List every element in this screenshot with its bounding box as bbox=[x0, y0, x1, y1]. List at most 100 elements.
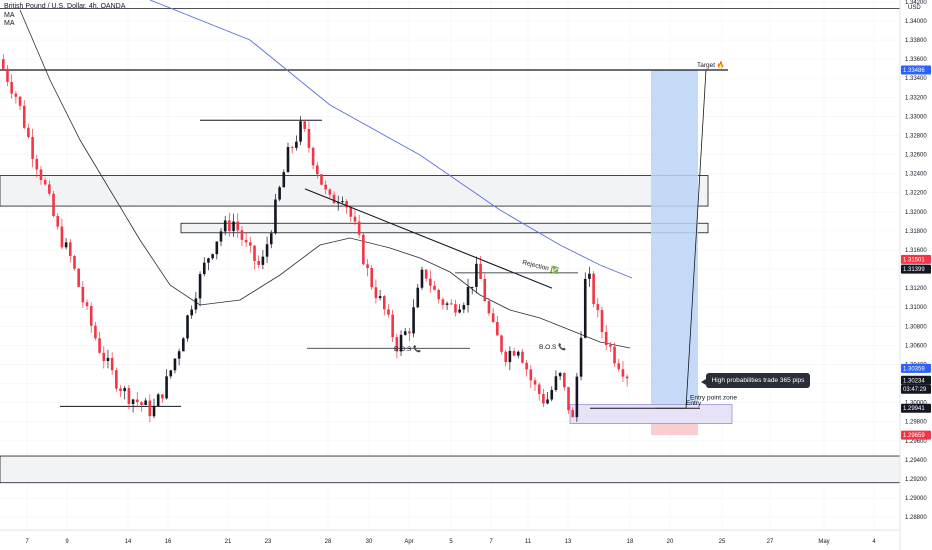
time-axis[interactable]: 7 9 14 16 21 23 28 30 Apr 5 7 11 13 18 20 25 27 May 4 bbox=[0, 529, 900, 545]
price-badge bbox=[901, 363, 931, 373]
candle-body bbox=[433, 285, 436, 290]
candle-body bbox=[475, 263, 478, 287]
candle-body bbox=[56, 215, 60, 227]
candle-body bbox=[135, 399, 139, 403]
candle-body bbox=[353, 216, 357, 222]
candle-body bbox=[596, 304, 600, 311]
candle-body bbox=[571, 410, 574, 418]
time-tick-label: 7 bbox=[489, 539, 493, 545]
candle-body bbox=[332, 194, 336, 204]
candle-body bbox=[550, 389, 554, 400]
time-tick-label: 23 bbox=[265, 539, 272, 545]
time-tick-label: 27 bbox=[767, 539, 774, 545]
price-tick-label: 1.29200 bbox=[905, 477, 927, 483]
candle-body bbox=[462, 305, 466, 310]
price-badge-label: 1.29659 bbox=[903, 433, 925, 439]
candle-body bbox=[470, 286, 474, 288]
candle-body bbox=[27, 127, 30, 137]
candle-body bbox=[261, 256, 265, 265]
candle-body bbox=[81, 286, 85, 303]
time-tick-label: Apr bbox=[404, 539, 413, 545]
price-badge bbox=[901, 264, 931, 274]
candle-body bbox=[123, 388, 127, 392]
candle-body bbox=[144, 400, 147, 405]
price-badge-label: 03:47:29 bbox=[903, 387, 927, 393]
entry-zone-label: Entry point zone bbox=[690, 395, 737, 402]
candle-body bbox=[115, 370, 118, 389]
time-tick-label: 25 bbox=[719, 539, 726, 545]
candle-body bbox=[542, 393, 545, 404]
candle-body bbox=[211, 254, 214, 259]
time-tick-label: 11 bbox=[525, 539, 532, 545]
candle-body bbox=[399, 334, 403, 352]
candle-body bbox=[504, 351, 507, 363]
candle-body bbox=[274, 199, 277, 234]
time-tick-label: May bbox=[818, 539, 829, 545]
entry-label: Entry bbox=[686, 400, 702, 407]
candle-body bbox=[512, 350, 516, 356]
candle-body bbox=[316, 165, 319, 175]
candle-body bbox=[554, 376, 558, 390]
price-axis[interactable]: 1.34200 1.34000 1.33800 1.33600 1.33400 1.332… bbox=[899, 0, 932, 550]
candle-body bbox=[429, 278, 432, 286]
candle-body bbox=[491, 313, 495, 323]
candle-body bbox=[94, 325, 97, 339]
candle-body bbox=[140, 402, 143, 405]
projection-path bbox=[655, 70, 707, 409]
candle-body bbox=[77, 268, 80, 287]
candle-body bbox=[60, 226, 64, 248]
price-tick-label: 1.31600 bbox=[905, 248, 927, 254]
candle-body bbox=[127, 388, 131, 405]
candle-body bbox=[529, 369, 533, 381]
candle-body bbox=[198, 274, 202, 299]
price-tick-label: 1.31800 bbox=[905, 229, 927, 235]
grid bbox=[0, 0, 900, 530]
candle-body bbox=[345, 201, 348, 208]
candle-body bbox=[508, 350, 512, 363]
price-tick-label: 1.34000 bbox=[905, 19, 927, 25]
price-badge bbox=[901, 430, 931, 440]
ma-indicator-2[interactable]: MA bbox=[4, 20, 15, 27]
candle-body bbox=[546, 399, 549, 404]
price-tick-label: 1.30600 bbox=[905, 343, 927, 349]
candle-body bbox=[64, 242, 68, 248]
price-tick-label: 1.31000 bbox=[905, 305, 927, 311]
candle-body bbox=[6, 68, 9, 82]
candle-body bbox=[182, 338, 185, 352]
price-tick-label: 1.33200 bbox=[905, 95, 927, 101]
candle-body bbox=[500, 335, 503, 352]
candle-body bbox=[395, 337, 399, 352]
candle-body bbox=[290, 147, 294, 149]
time-tick-label: 5 bbox=[449, 539, 453, 545]
time-tick-label: 4 bbox=[872, 539, 876, 545]
symbol-title[interactable]: British Pound / U.S. Dollar, 4h, OANDA bbox=[4, 3, 126, 10]
candle-body bbox=[85, 302, 89, 307]
candle-body bbox=[387, 309, 390, 315]
candle-body bbox=[299, 121, 302, 142]
candle-body bbox=[378, 296, 382, 299]
candle-body bbox=[31, 136, 34, 159]
horizontal-lines bbox=[0, 8, 900, 409]
bos-label-2: B.O.S 📞 bbox=[539, 342, 567, 351]
ma-indicator-1[interactable]: MA bbox=[4, 11, 15, 19]
candle-body bbox=[269, 233, 273, 245]
price-tick-label: 1.32400 bbox=[905, 172, 927, 178]
candle-body bbox=[249, 242, 252, 246]
price-tick-label: 1.32600 bbox=[905, 153, 927, 159]
candle-body bbox=[437, 289, 441, 300]
candle-body bbox=[416, 287, 420, 308]
entry-zone bbox=[569, 404, 733, 424]
price-tick-label: 1.28800 bbox=[905, 515, 927, 521]
candle-body bbox=[341, 201, 344, 203]
candle-body bbox=[265, 244, 269, 257]
candle-body bbox=[2, 59, 5, 69]
candle-body bbox=[152, 406, 156, 417]
zones bbox=[0, 70, 901, 484]
candle-body bbox=[119, 388, 122, 392]
candle-body bbox=[374, 287, 378, 299]
candle-body bbox=[558, 372, 562, 377]
candle-body bbox=[349, 207, 353, 217]
candle-body bbox=[424, 269, 428, 279]
candle-body bbox=[609, 345, 612, 347]
